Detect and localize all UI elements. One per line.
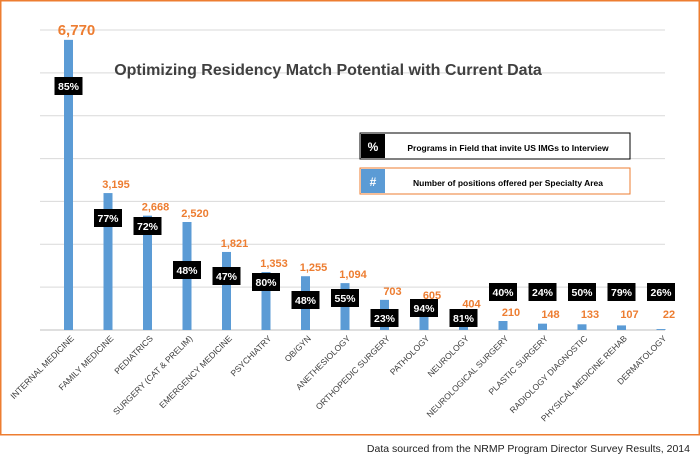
percent-label-box xyxy=(370,309,399,327)
percent-label-box xyxy=(94,209,122,227)
value-label: 1,255 xyxy=(300,262,328,274)
percent-label-box xyxy=(173,261,201,279)
percent-label-box xyxy=(212,267,241,285)
bar xyxy=(419,304,429,330)
value-label: 3,195 xyxy=(102,179,130,191)
value-label: 1,094 xyxy=(339,269,367,281)
legend-percent-label: Programs in Field that invite US IMGs to… xyxy=(407,143,609,153)
percent-label: 26% xyxy=(650,287,672,299)
percent-label: 40% xyxy=(492,287,514,299)
value-label: 404 xyxy=(462,299,481,311)
percent-label: 48% xyxy=(295,295,317,307)
bar xyxy=(222,251,231,330)
bar xyxy=(498,321,508,330)
value-label: 133 xyxy=(581,309,599,321)
value-label: 22 xyxy=(663,309,675,321)
percent-label: 77% xyxy=(97,213,119,225)
value-label: 1,353 xyxy=(260,258,288,270)
percent-label: 24% xyxy=(532,287,554,299)
percent-label-box xyxy=(647,283,675,301)
percent-label-box xyxy=(133,217,162,235)
percent-label-box xyxy=(568,283,596,301)
percent-label: 85% xyxy=(58,81,80,93)
percent-label-box xyxy=(252,273,280,291)
percent-label-box xyxy=(528,283,557,301)
legend-number-label: Number of positions offered per Specialt… xyxy=(413,178,603,188)
legend-row-percent-box xyxy=(359,132,631,160)
percent-label: 48% xyxy=(176,265,198,277)
chart-title: Optimizing Residency Match Potential wit… xyxy=(114,62,542,79)
percent-label-box xyxy=(489,283,517,301)
legend-percent-swatch xyxy=(361,134,385,158)
value-label: 107 xyxy=(620,309,638,321)
percent-label: 23% xyxy=(374,313,396,325)
percent-label-box xyxy=(291,291,320,309)
bar xyxy=(577,324,587,330)
bar xyxy=(617,325,626,330)
percent-label: 79% xyxy=(611,287,633,299)
value-label: 148 xyxy=(541,309,559,321)
percent-label: 80% xyxy=(255,277,277,289)
bar xyxy=(261,272,271,330)
percent-label: 72% xyxy=(137,221,159,233)
value-label: 2,520 xyxy=(181,208,209,220)
value-label: 210 xyxy=(502,307,520,319)
percent-label: 81% xyxy=(453,313,475,325)
percent-label: 47% xyxy=(216,271,238,283)
percent-label-box xyxy=(449,309,478,327)
value-label: 6,770 xyxy=(58,22,96,39)
legend: % Programs in Field that invite US IMGs … xyxy=(359,132,631,195)
percent-label-box xyxy=(410,299,438,317)
percent-labels: 85% 77% 72% 48% 47% 80% 48% 55% 23% 94% 81% 40% 24% 5… xyxy=(54,77,675,327)
legend-number-symbol: # xyxy=(370,175,377,189)
percent-label-box xyxy=(331,289,359,307)
source-note: Data sourced from the NRMP Program Direc… xyxy=(366,443,690,455)
bar xyxy=(103,193,113,330)
legend-row-number-box xyxy=(359,167,631,195)
percent-label: 55% xyxy=(334,293,356,305)
value-labels: 6,770 3,195 2,668 2,520 1,821 1,353 1,255 1,094… xyxy=(58,22,675,321)
bar xyxy=(656,329,666,330)
percent-label-box xyxy=(54,77,83,95)
value-label: 2,668 xyxy=(142,202,170,214)
bar xyxy=(538,323,547,330)
value-label: 703 xyxy=(383,286,401,298)
legend-percent-symbol: % xyxy=(368,140,379,154)
legend-number-swatch xyxy=(361,169,385,193)
value-label: 1,821 xyxy=(221,238,249,250)
bar xyxy=(143,215,152,330)
percent-label: 50% xyxy=(571,287,593,299)
percent-label-box xyxy=(607,283,636,301)
bar xyxy=(64,39,73,330)
percent-label: 94% xyxy=(413,303,435,315)
